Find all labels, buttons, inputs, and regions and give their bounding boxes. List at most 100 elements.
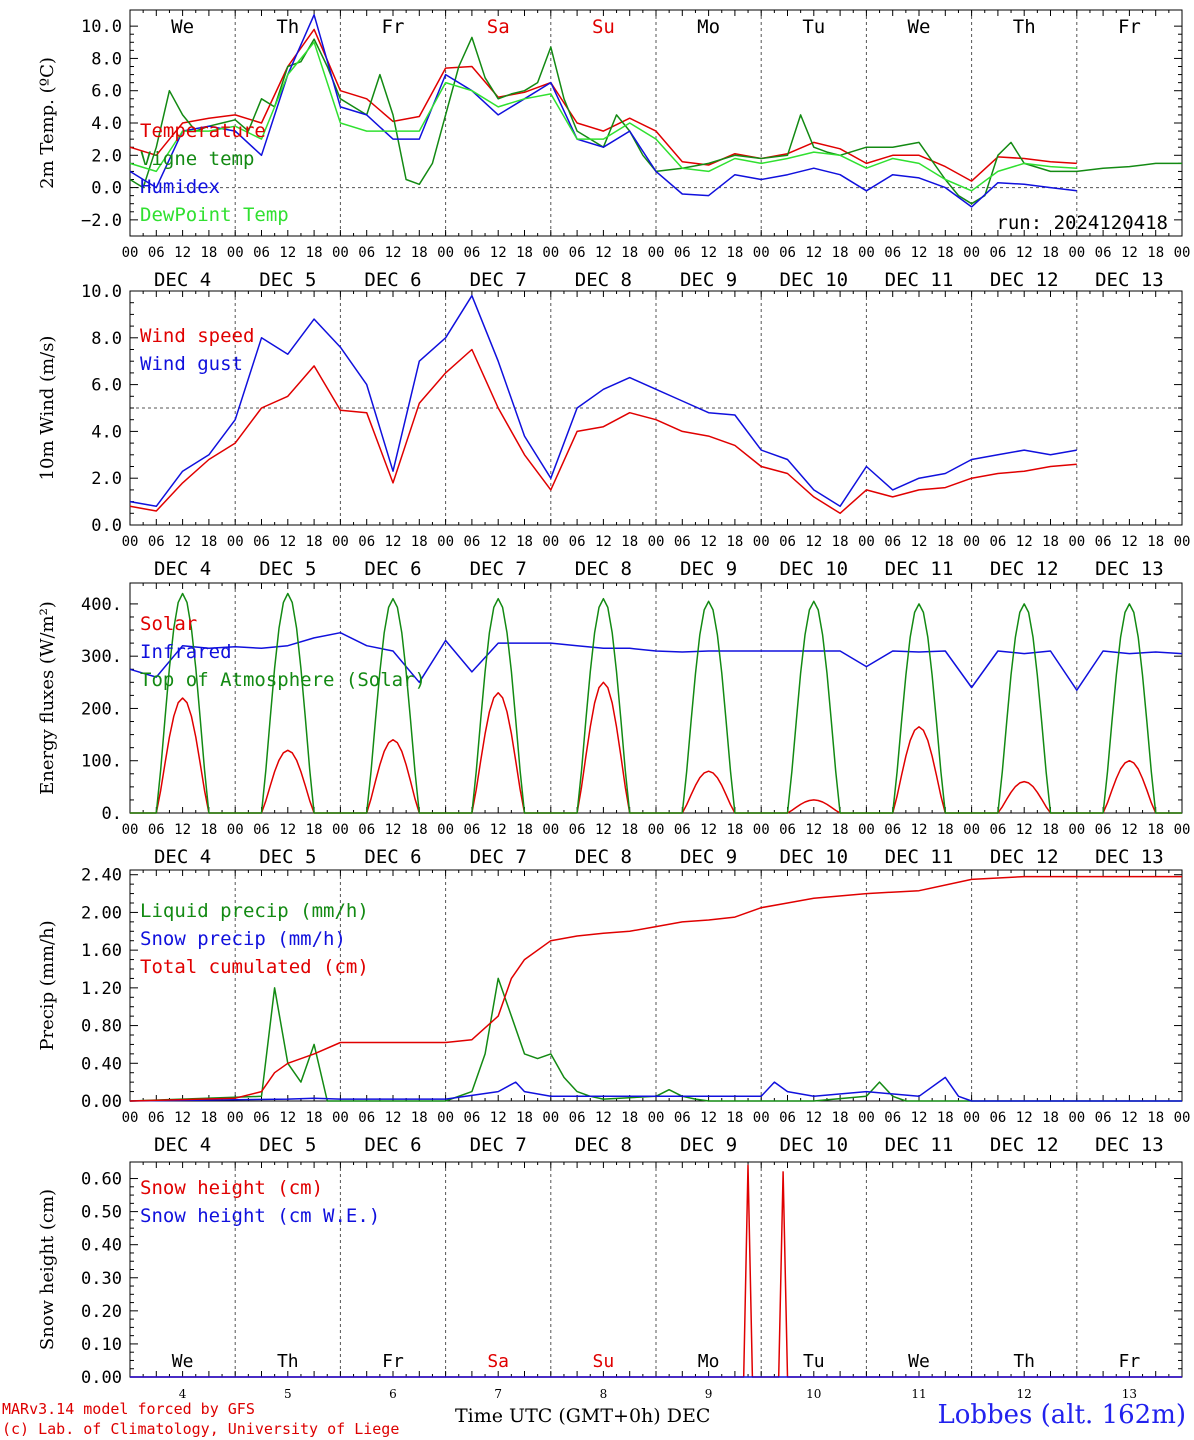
date-number-label: 4 xyxy=(179,1387,187,1401)
y-tick-label: 4.0 xyxy=(91,422,122,442)
hour-tick-label: 06 xyxy=(989,534,1006,550)
date-label: DEC 8 xyxy=(575,846,632,868)
hour-tick-label: 06 xyxy=(253,534,270,550)
y-tick-label: 0.10 xyxy=(81,1335,122,1355)
y-tick-label: 2.0 xyxy=(91,469,122,489)
hour-tick-label: 18 xyxy=(937,245,954,261)
day-label: Th xyxy=(1013,16,1036,38)
y-tick-label: 0.40 xyxy=(81,1236,122,1256)
hour-tick-label: 00 xyxy=(227,534,244,550)
hour-tick-label: 12 xyxy=(805,822,822,838)
hour-tick-label: 00 xyxy=(542,822,559,838)
series-line-2-2 xyxy=(129,294,1077,508)
y-tick-label: 0.20 xyxy=(81,1302,122,1322)
y-tick-label: 400. xyxy=(81,595,122,615)
series-line-2-1 xyxy=(129,348,1077,515)
y-tick-label: 6.0 xyxy=(91,82,122,102)
y-tick-label: 0.0 xyxy=(91,516,122,536)
date-label: DEC 13 xyxy=(1095,558,1164,580)
legend-entry: Snow height (cm W.E.) xyxy=(140,1205,380,1227)
day-label: Fr xyxy=(382,1351,404,1372)
hour-tick-label: 12 xyxy=(279,822,296,838)
day-label: Sa xyxy=(487,16,510,38)
hour-tick-label: 00 xyxy=(437,822,454,838)
hour-tick-label: 00 xyxy=(542,245,559,261)
y-tick-label: −2.0 xyxy=(81,211,122,231)
hour-tick-label: 12 xyxy=(1121,245,1138,261)
day-label: Tu xyxy=(802,16,825,38)
series-line-4-2 xyxy=(129,1076,1182,1102)
hour-tick-label: 18 xyxy=(937,534,954,550)
date-label: DEC 11 xyxy=(885,1134,954,1156)
hour-tick-label: 06 xyxy=(779,245,796,261)
date-number-label: 13 xyxy=(1122,1387,1137,1401)
date-label: DEC 11 xyxy=(885,269,954,291)
hour-tick-label: 18 xyxy=(411,1110,428,1126)
legend-entry: Wind speed xyxy=(140,325,254,347)
day-label: Th xyxy=(277,1351,299,1372)
hour-tick-label: 18 xyxy=(306,245,323,261)
hour-tick-label: 18 xyxy=(516,245,533,261)
date-label: DEC 8 xyxy=(575,1134,632,1156)
hour-tick-label: 00 xyxy=(332,822,349,838)
hour-tick-label: 12 xyxy=(385,534,402,550)
hour-tick-label: 06 xyxy=(674,822,691,838)
y-axis-label: Energy fluxes (W/m²) xyxy=(37,601,58,795)
hour-tick-label: 18 xyxy=(832,534,849,550)
hour-tick-label: 00 xyxy=(963,822,980,838)
date-label: DEC 4 xyxy=(154,269,211,291)
date-number-label: 7 xyxy=(494,1387,502,1401)
hour-tick-label: 06 xyxy=(463,822,480,838)
hour-tick-label: 18 xyxy=(937,1110,954,1126)
hour-tick-label: 18 xyxy=(832,1110,849,1126)
hour-tick-label: 18 xyxy=(200,534,217,550)
day-label: Fr xyxy=(382,16,405,38)
hour-tick-label: 18 xyxy=(832,245,849,261)
y-tick-label: 2.0 xyxy=(91,146,122,166)
hour-tick-label: 12 xyxy=(279,245,296,261)
date-label: DEC 7 xyxy=(470,269,527,291)
y-tick-label: 1.20 xyxy=(81,979,122,999)
hour-tick-label: 06 xyxy=(674,534,691,550)
date-number-label: 5 xyxy=(284,1387,292,1401)
date-label: DEC 7 xyxy=(470,558,527,580)
hour-tick-label: 06 xyxy=(253,1110,270,1126)
hour-tick-label: 06 xyxy=(779,534,796,550)
model-credit: MARv3.14 model forced by GFS xyxy=(2,1400,255,1418)
hour-tick-label: 00 xyxy=(122,1110,139,1126)
y-tick-label: 10.0 xyxy=(81,282,122,302)
hour-tick-label: 18 xyxy=(1147,245,1164,261)
hour-tick-label: 12 xyxy=(700,534,717,550)
hour-tick-label: 12 xyxy=(595,1110,612,1126)
hour-tick-label: 00 xyxy=(1174,1110,1191,1126)
date-label: DEC 10 xyxy=(779,558,848,580)
y-tick-label: 10.0 xyxy=(81,17,122,37)
hour-tick-label: 00 xyxy=(858,822,875,838)
hour-tick-label: 12 xyxy=(595,534,612,550)
hour-tick-label: 00 xyxy=(858,1110,875,1126)
hour-tick-label: 12 xyxy=(595,245,612,261)
hour-tick-label: 00 xyxy=(332,245,349,261)
date-label: DEC 9 xyxy=(680,846,737,868)
legend-entry: Top of Atmosphere (Solar) xyxy=(140,669,426,691)
hour-tick-label: 18 xyxy=(1042,245,1059,261)
series-line-1-4 xyxy=(129,41,1077,192)
date-label: DEC 8 xyxy=(575,558,632,580)
hour-tick-label: 12 xyxy=(1121,822,1138,838)
date-label: DEC 12 xyxy=(990,269,1059,291)
series-line-3-2 xyxy=(129,631,1183,691)
hour-tick-label: 18 xyxy=(621,1110,638,1126)
date-number-label: 12 xyxy=(1017,1387,1032,1401)
hour-tick-label: 18 xyxy=(937,822,954,838)
date-label: DEC 6 xyxy=(364,558,421,580)
date-label: DEC 11 xyxy=(885,558,954,580)
y-tick-label: 0.50 xyxy=(81,1203,122,1223)
hour-tick-label: 12 xyxy=(385,1110,402,1126)
hour-tick-label: 12 xyxy=(490,245,507,261)
hour-tick-label: 12 xyxy=(1016,1110,1033,1126)
hour-tick-label: 18 xyxy=(621,822,638,838)
hour-tick-label: 18 xyxy=(726,822,743,838)
hour-tick-label: 00 xyxy=(227,822,244,838)
y-tick-label: 2.00 xyxy=(81,903,122,923)
hour-tick-label: 18 xyxy=(726,1110,743,1126)
